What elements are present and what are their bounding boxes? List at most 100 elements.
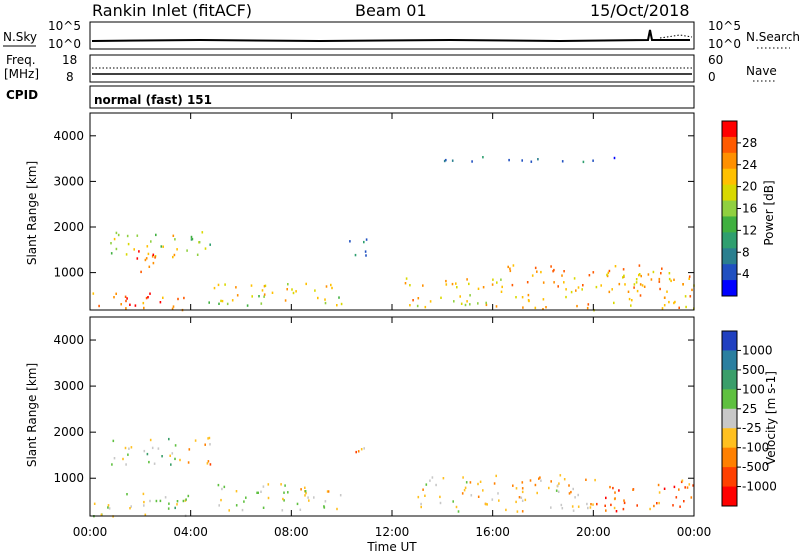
power-cell: [115, 231, 118, 235]
power-cell: [527, 293, 530, 297]
power-cell: [638, 273, 641, 276]
power-cell: [98, 304, 100, 308]
velocity-cell: [550, 480, 552, 483]
power-cell: [565, 288, 567, 291]
velocity-cell: [164, 496, 167, 499]
power-cell: [133, 248, 135, 251]
power-cell: [557, 285, 559, 288]
velocity-cell: [174, 457, 176, 461]
velocity-cell: [127, 453, 129, 456]
power-ylabel: Slant Range [km]: [25, 161, 39, 265]
velocity-cell: [299, 508, 302, 511]
velocity-cell: [323, 506, 326, 509]
velocity-cell: [300, 488, 302, 491]
power-cell: [263, 293, 266, 296]
power-cell: [136, 234, 139, 237]
power-cell: [152, 253, 155, 256]
power-cell: [466, 300, 468, 303]
velocity-cell: [555, 489, 558, 492]
velocity-cell: [221, 487, 223, 491]
velocity-cell: [683, 500, 685, 503]
power-cell: [664, 296, 666, 299]
power-colorbar-swatch: [722, 184, 737, 202]
power-cell: [522, 306, 524, 309]
power-cell: [542, 308, 544, 311]
velocity-cell: [690, 496, 693, 499]
velocity-colorbar-swatch: [722, 389, 737, 410]
velocity-cell: [538, 477, 540, 480]
power-cell: [526, 281, 529, 284]
power-colorbar-label: 24: [742, 158, 757, 172]
velocity-cell: [521, 490, 524, 494]
velocity-cell: [188, 448, 191, 451]
xtick-label: 16:00: [475, 525, 510, 539]
power-cell: [511, 283, 514, 287]
power-colorbar-label: 8: [742, 245, 750, 259]
velocity-cell: [245, 496, 247, 499]
nsky-trace: [91, 29, 690, 43]
velocity-cell: [207, 437, 209, 440]
velocity-cell: [493, 482, 496, 485]
power-cell: [354, 253, 357, 257]
velocity-cell: [327, 490, 330, 493]
power-heatmap: [92, 156, 695, 312]
power-cell: [176, 248, 178, 251]
power-cell: [661, 267, 663, 270]
power-cell: [196, 253, 199, 256]
power-cell: [534, 266, 537, 270]
velocity-colorbar-label: 25: [742, 402, 757, 416]
power-cell: [456, 286, 458, 289]
velocity-cell: [107, 504, 110, 507]
velocity-cell: [143, 504, 145, 507]
velocity-cell: [572, 509, 575, 512]
velocity-cell: [174, 506, 176, 510]
velocity-cell: [174, 444, 177, 447]
velocity-cell: [313, 496, 315, 499]
power-cell: [305, 282, 307, 286]
velocity-cell: [589, 506, 592, 509]
power-cell: [443, 159, 446, 163]
velocity-cell: [536, 491, 538, 495]
power-cell: [142, 301, 145, 305]
power-cell: [659, 287, 661, 291]
power-cell: [691, 288, 693, 292]
power-cell: [633, 286, 635, 289]
power-cell: [172, 305, 175, 308]
power-cell: [125, 307, 127, 310]
velocity-cell: [479, 480, 482, 483]
velocity-cell: [125, 463, 127, 466]
velocity-cell: [420, 505, 422, 509]
velocity-cell: [149, 499, 151, 503]
velocity-cell: [632, 488, 634, 491]
power-cell: [198, 241, 201, 244]
velocity-cell: [267, 496, 270, 500]
power-cell: [453, 300, 455, 303]
velocity-colorbar-label: -100: [742, 441, 769, 455]
power-cell: [640, 274, 642, 278]
power-cell: [231, 299, 234, 302]
power-cell: [582, 160, 585, 164]
velocity-cell: [439, 495, 441, 499]
velocity-cell: [108, 507, 111, 510]
xtick-label: 12:00: [375, 525, 410, 539]
power-cell: [317, 296, 319, 300]
power-cell: [595, 285, 598, 289]
velocity-cell: [658, 501, 660, 505]
power-cell: [173, 253, 176, 257]
power-cell: [561, 160, 564, 163]
power-cell: [565, 295, 567, 299]
power-cell: [592, 159, 594, 162]
velocity-cell: [424, 494, 426, 497]
velocity-cell: [146, 452, 149, 456]
power-cell: [652, 270, 655, 274]
velocity-cell: [187, 494, 190, 498]
power-cell: [563, 270, 565, 273]
velocity-cell: [228, 509, 230, 512]
power-ytick-label: 3000: [53, 174, 84, 188]
power-cell: [561, 274, 563, 277]
power-cell: [236, 294, 239, 297]
xtick-label: 20:00: [576, 525, 611, 539]
velocity-colorbar-label: -25: [742, 421, 762, 435]
velocity-cell: [658, 491, 661, 494]
